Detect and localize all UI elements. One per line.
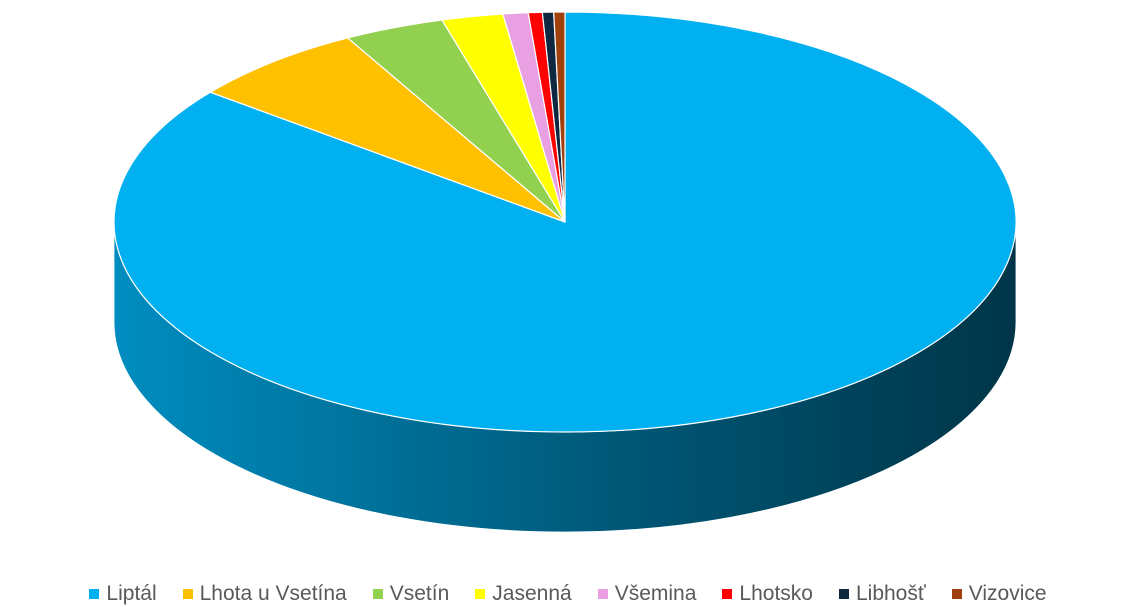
- legend-label: Vsetín: [389, 582, 450, 605]
- chart: [113, 11, 1017, 533]
- legend-item: Jasenná: [475, 582, 572, 606]
- legend-swatch: [838, 589, 849, 599]
- legend: Liptál Lhota u Vsetína Vsetín Jasenná Všemin…: [0, 582, 1136, 606]
- legend-item: Lhota u Vsetína: [182, 582, 347, 606]
- legend-label: Libhošť: [855, 582, 926, 605]
- legend-swatch: [182, 589, 193, 599]
- legend-label: Liptál: [106, 582, 157, 605]
- legend-swatch: [597, 589, 608, 599]
- pie-slice: [208, 37, 566, 223]
- pie-slice: [553, 11, 566, 223]
- legend-swatch: [475, 589, 486, 599]
- legend-item: Libhošť: [838, 582, 926, 606]
- legend-swatch: [372, 589, 383, 599]
- legend-item: Lhotsko: [722, 582, 813, 606]
- legend-label: Lhota u Vsetína: [199, 582, 347, 605]
- legend-swatch: [722, 589, 733, 599]
- legend-item: Liptál: [89, 582, 157, 606]
- legend-item: Vsetín: [372, 582, 450, 606]
- legend-item: Všemina: [597, 582, 697, 606]
- legend-label: Vizovice: [968, 582, 1047, 605]
- pie-slice: [113, 11, 1017, 433]
- legend-item: Vizovice: [951, 582, 1047, 606]
- legend-label: Jasenná: [492, 582, 572, 605]
- legend-label: Lhotsko: [739, 582, 813, 605]
- legend-label: Všemina: [614, 582, 697, 605]
- legend-swatch: [89, 589, 100, 599]
- legend-swatch: [951, 589, 962, 599]
